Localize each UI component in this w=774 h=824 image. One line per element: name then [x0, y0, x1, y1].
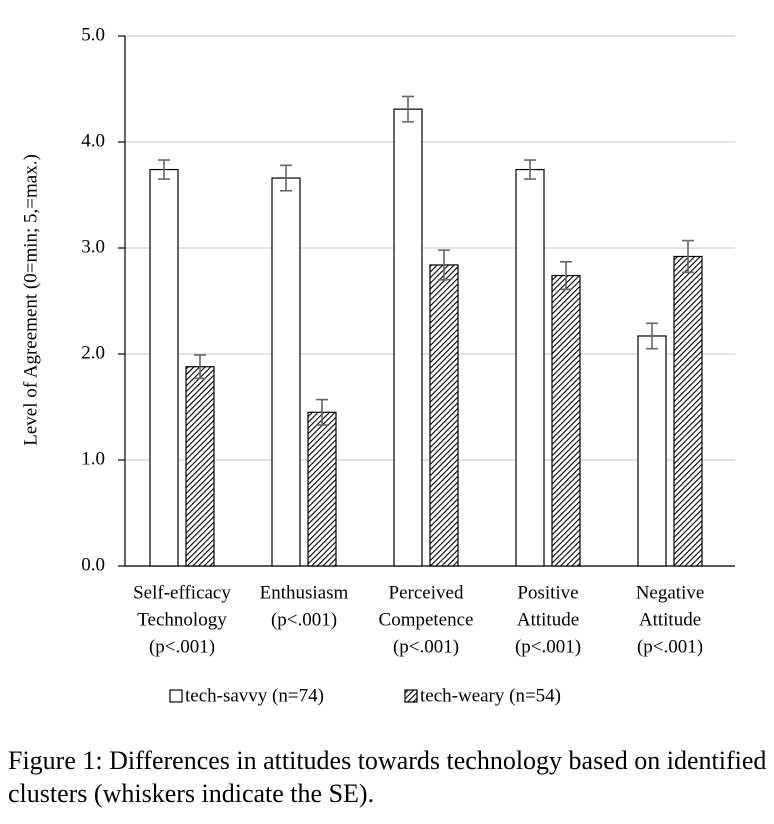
y-tick-label: 5.0 — [81, 24, 105, 45]
legend-label: tech-savvy (n=74) — [185, 685, 324, 706]
x-tick-label: Competence — [379, 609, 474, 630]
legend-swatch — [169, 689, 183, 703]
x-tick-label: Enthusiasm — [260, 582, 349, 603]
x-tick-label: Technology — [137, 609, 227, 630]
x-tick-label: (p<.001) — [271, 609, 337, 630]
x-tick-label: (p<.001) — [149, 636, 215, 657]
x-tick-label: (p<.001) — [393, 636, 459, 657]
y-tick-label: 0.0 — [81, 554, 105, 575]
bar — [515, 168, 545, 567]
y-tick-label: 4.0 — [81, 130, 105, 151]
x-tick-label: (p<.001) — [515, 636, 581, 657]
y-tick-label: 3.0 — [81, 236, 105, 257]
x-tick-label: Attitude — [639, 609, 701, 630]
x-tick-label: (p<.001) — [637, 636, 703, 657]
bar — [429, 264, 459, 567]
x-tick-label: Positive — [517, 582, 578, 603]
legend-swatch — [404, 689, 418, 703]
bar — [673, 255, 703, 567]
y-tick-label: 1.0 — [81, 448, 105, 469]
bar — [637, 335, 667, 567]
bar — [149, 168, 179, 567]
y-axis-title: Level of Agreement (0=min; 5,=max.) — [20, 154, 41, 446]
bar — [551, 274, 581, 567]
bar — [307, 411, 337, 567]
bar — [393, 108, 423, 567]
x-tick-label: Attitude — [517, 609, 579, 630]
x-tick-label: Negative — [636, 582, 705, 603]
x-tick-label: Self-efficacy — [133, 582, 231, 603]
x-tick-label: Perceived — [389, 582, 464, 603]
bar — [271, 177, 301, 567]
legend-label: tech-weary (n=54) — [420, 685, 561, 706]
caption: Figure 1: Differences in attitudes towar… — [8, 746, 767, 808]
bar — [185, 366, 215, 567]
y-tick-label: 2.0 — [81, 342, 105, 363]
chart: Level of Agreement (0=min; 5,=max.) 0.0 1… — [20, 24, 735, 706]
